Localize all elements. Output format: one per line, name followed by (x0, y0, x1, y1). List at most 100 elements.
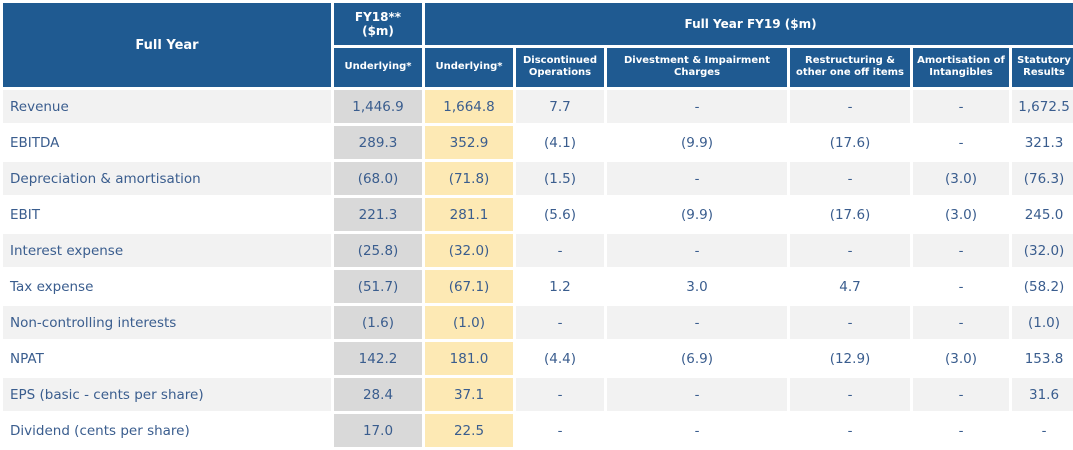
table-row: EPS (basic - cents per share) 28.4 37.1- - -… (3, 378, 1073, 411)
table-row: EBIT 221.3 281.1 (5.6) (9.9) (17.6) (3.0) 245.0 (3, 198, 1073, 231)
row-label: Revenue (3, 90, 331, 123)
table-cell: (67.1) (425, 270, 513, 303)
table-cell: - (790, 162, 910, 195)
table-cell: (12.9) (790, 342, 910, 375)
table-cell: 1,672.5 (1012, 90, 1073, 123)
table-cell: (9.9) (607, 126, 787, 159)
column-header: Amortisation of Intangibles (913, 47, 1009, 87)
column-header: Underlying* (425, 47, 513, 87)
table-cell: 281.1 (425, 198, 513, 231)
table-cell: 321.3 (1012, 126, 1073, 159)
table-cell: (1.5) (516, 162, 604, 195)
table-cell: 17.0 (334, 414, 422, 447)
table-cell: 245.0 (1012, 198, 1073, 231)
table-cell: 1,664.8 (425, 90, 513, 123)
row-label: EPS (basic - cents per share) (3, 378, 331, 411)
table-cell: - (790, 378, 910, 411)
table-cell: 37.1 (425, 378, 513, 411)
table-cell: (25.8) (334, 234, 422, 267)
table-cell: (17.6) (790, 126, 910, 159)
table-cell: (1.6) (334, 306, 422, 339)
table-cell: 352.9 (425, 126, 513, 159)
table-cell: - (913, 306, 1009, 339)
column-header: Divestment & Impairment Charges (607, 47, 787, 87)
table-cell: (3.0) (913, 162, 1009, 195)
table-cell: (5.6) (516, 198, 604, 231)
table-cell: (4.4) (516, 342, 604, 375)
table-cell: - (607, 162, 787, 195)
table-row: Dividend (cents per share) 17.0 22.5- - - - - (3, 414, 1073, 447)
table-cell: 28.4 (334, 378, 422, 411)
table-cell: 221.3 (334, 198, 422, 231)
column-header: Restructuring & other one off items (790, 47, 910, 87)
table-cell: (1.0) (1012, 306, 1073, 339)
table-cell: (71.8) (425, 162, 513, 195)
table-cell: - (1012, 414, 1073, 447)
column-header: Statutory Results (1012, 47, 1073, 87)
table-cell: - (913, 378, 1009, 411)
row-label: Non-controlling interests (3, 306, 331, 339)
table-cell: - (913, 414, 1009, 447)
table-row: NPAT 142.2 181.0 (4.4) (6.9) (12.9) (3.0) 153.8 (3, 342, 1073, 375)
row-label: Tax expense (3, 270, 331, 303)
table-cell: 3.0 (607, 270, 787, 303)
row-label: EBITDA (3, 126, 331, 159)
table-cell: (76.3) (1012, 162, 1073, 195)
table-cell: - (516, 234, 604, 267)
table-row: Depreciation & amortisation (68.0) (71.8)(… (3, 162, 1073, 195)
table-cell: - (913, 126, 1009, 159)
row-label: Depreciation & amortisation (3, 162, 331, 195)
table-cell: - (516, 414, 604, 447)
table-cell: (3.0) (913, 342, 1009, 375)
table-cell: - (516, 378, 604, 411)
table-cell: (17.6) (790, 198, 910, 231)
table-cell: 1.2 (516, 270, 604, 303)
table-cell: - (607, 414, 787, 447)
table-row: Interest expense (25.8) (32.0) - - - - (32.0) (3, 234, 1073, 267)
table-cell: 22.5 (425, 414, 513, 447)
table-cell: 1,446.9 (334, 90, 422, 123)
row-label: EBIT (3, 198, 331, 231)
table-cell: 31.6 (1012, 378, 1073, 411)
table-cell: - (913, 90, 1009, 123)
table-cell: - (607, 234, 787, 267)
column-header: Underlying* (334, 47, 422, 87)
table-cell: (32.0) (1012, 234, 1073, 267)
fy18-group-header: FY18** ($m) (334, 3, 422, 45)
table-cell: - (790, 414, 910, 447)
table-row: Tax expense (51.7) (67.1) 1.2 3.0 4.7- (58.2) (3, 270, 1073, 303)
table-cell: 153.8 (1012, 342, 1073, 375)
table-cell: (1.0) (425, 306, 513, 339)
table-cell: - (790, 306, 910, 339)
table-row: Revenue 1,446.9 1,664.8 7.7- - -1,672.5 (3, 90, 1073, 123)
table-cell: - (913, 270, 1009, 303)
table-cell: 181.0 (425, 342, 513, 375)
table-cell: - (607, 90, 787, 123)
table-cell: (68.0) (334, 162, 422, 195)
table-cell: (4.1) (516, 126, 604, 159)
table-cell: - (913, 234, 1009, 267)
table-cell: (3.0) (913, 198, 1009, 231)
table-cell: - (790, 90, 910, 123)
table-cell: 7.7 (516, 90, 604, 123)
table-cell: 289.3 (334, 126, 422, 159)
table-cell: (9.9) (607, 198, 787, 231)
table-cell: - (790, 234, 910, 267)
table-cell: (51.7) (334, 270, 422, 303)
column-header: Discontinued Operations (516, 47, 604, 87)
table-cell: (32.0) (425, 234, 513, 267)
table-cell: 4.7 (790, 270, 910, 303)
table-row: EBITDA 289.3 352.9 (4.1) (9.9) (17.6) -321.3 (3, 126, 1073, 159)
row-label: Dividend (cents per share) (3, 414, 331, 447)
table-cell: (6.9) (607, 342, 787, 375)
row-label: Interest expense (3, 234, 331, 267)
table-cell: (58.2) (1012, 270, 1073, 303)
fy19-group-header: Full Year FY19 ($m) (425, 3, 1073, 45)
corner-header: Full Year (3, 3, 331, 87)
table-cell: - (607, 378, 787, 411)
table-cell: - (516, 306, 604, 339)
table-cell: - (607, 306, 787, 339)
table-cell: 142.2 (334, 342, 422, 375)
table-row: Non-controlling interests (1.6) (1.0) - - - -(… (3, 306, 1073, 339)
